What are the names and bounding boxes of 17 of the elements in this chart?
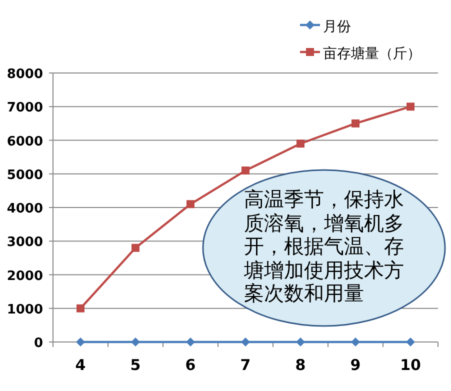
point [131, 338, 140, 346]
point [296, 140, 304, 148]
point [351, 338, 360, 346]
point [352, 119, 360, 128]
point [242, 166, 250, 175]
annotation: 高温季节，保持水质溶氧，增氧机多开，根据气温、存塘增加使用技术方案次数和用量 [244, 187, 405, 306]
legend-label: 亩存塘量（斤） [323, 46, 421, 62]
point [186, 338, 195, 346]
point [406, 338, 415, 346]
point [406, 102, 414, 111]
legend-label: 月份 [323, 19, 351, 35]
point [76, 338, 85, 346]
point [132, 244, 140, 252]
point [296, 338, 305, 346]
point [186, 200, 194, 208]
point [241, 338, 250, 346]
point [76, 304, 84, 312]
